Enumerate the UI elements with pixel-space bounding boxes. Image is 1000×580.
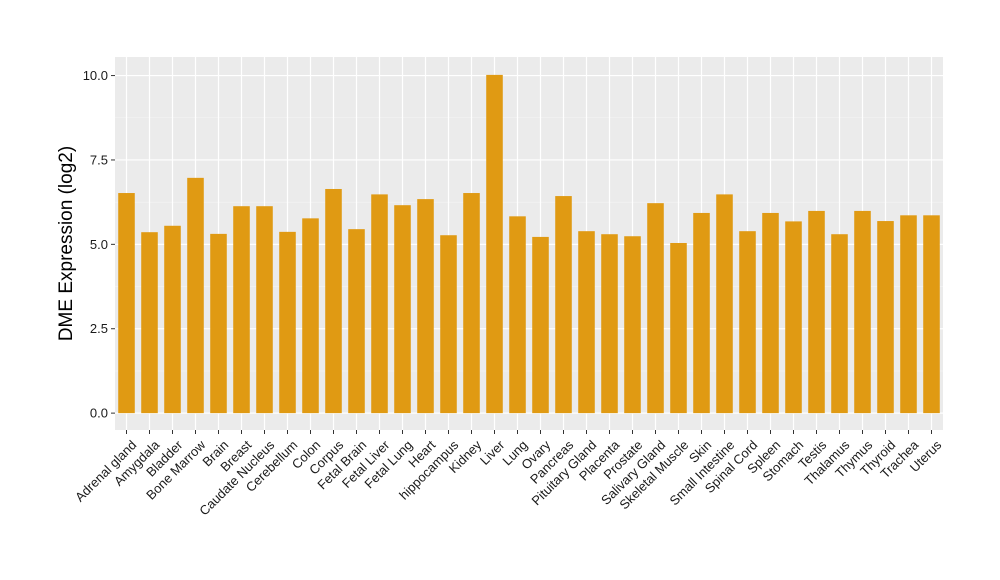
bar: [716, 194, 733, 414]
bar: [762, 212, 779, 414]
bar: [555, 196, 572, 414]
bar: [463, 193, 480, 414]
bar: [509, 216, 526, 414]
bar: [900, 215, 917, 414]
bar: [831, 234, 848, 414]
bar: [854, 210, 871, 414]
y-axis: 0.0 2.5 5.0 7.5 10.0: [83, 68, 115, 421]
y-tick-label: 5.0: [90, 237, 108, 252]
bar: [118, 193, 135, 414]
bar: [693, 212, 710, 414]
bar: [739, 231, 756, 414]
bar: [578, 231, 595, 414]
bar: [785, 221, 802, 414]
bar: [279, 231, 296, 414]
bar: [440, 235, 457, 414]
bar: [371, 194, 388, 414]
bar: [233, 206, 250, 414]
bar: [601, 234, 618, 414]
bar: [532, 236, 549, 414]
bar: [348, 229, 365, 414]
y-axis-title: DME Expression (log2): [56, 146, 77, 341]
bar: [877, 221, 894, 414]
y-tick-label: 10.0: [83, 68, 108, 83]
bar: [417, 199, 434, 414]
bar: [187, 177, 204, 414]
bar: [325, 188, 342, 414]
y-tick-label: 2.5: [90, 321, 108, 336]
bar: [141, 232, 158, 414]
plot-panel: [115, 57, 943, 430]
x-tick-label: Liver: [477, 437, 508, 468]
bar: [210, 233, 227, 414]
bar: [624, 236, 641, 414]
y-tick-label: 7.5: [90, 152, 108, 167]
bar: [808, 210, 825, 414]
bar: [302, 218, 319, 414]
bar: [394, 205, 411, 414]
bars: [118, 74, 940, 414]
y-tick-label: 0.0: [90, 406, 108, 421]
bar: [647, 203, 664, 414]
bar: [670, 242, 687, 414]
bar: [164, 225, 181, 414]
bar: [486, 74, 503, 414]
bar: [923, 215, 940, 414]
bar: [256, 206, 273, 414]
